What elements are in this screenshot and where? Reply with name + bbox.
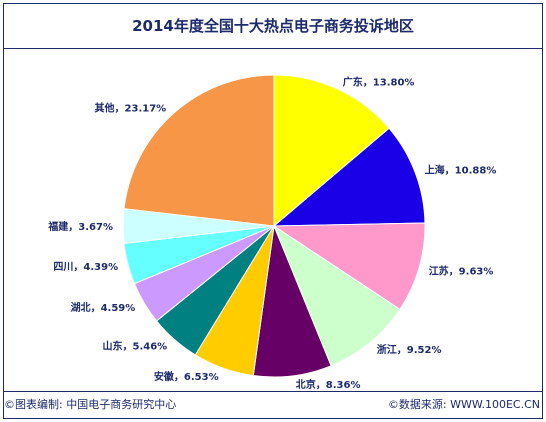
slice-label: 湖北，4.59% bbox=[71, 301, 136, 314]
slice-label: 江苏，9.63% bbox=[429, 264, 494, 277]
slice-label: 北京，8.36% bbox=[296, 378, 361, 391]
slice-labels: 广东，13.80% 上海，10.88% 江苏，9.63% 浙江，9.52% 北京，8.3… bbox=[47, 76, 496, 391]
footer-divider bbox=[4, 391, 542, 392]
data-source-credit: ©数据来源: WWW.100EC.CN bbox=[387, 398, 540, 411]
pie-slice bbox=[123, 74, 275, 227]
chart-frame: 2014年度全国十大热点电子商务投诉地区 广东，13.80% 上海，10.88% 江… bbox=[3, 3, 543, 419]
slice-label: 山东，5.46% bbox=[102, 340, 167, 353]
slice-label: 安徽，6.53% bbox=[154, 370, 219, 383]
slice-label: 福建，3.67% bbox=[47, 220, 113, 233]
slice-label: 其他，23.17% bbox=[95, 101, 167, 114]
pie-slice bbox=[273, 74, 390, 228]
pie-slices bbox=[122, 74, 426, 378]
slice-label: 上海，10.88% bbox=[425, 164, 497, 177]
chart-source-credit: ©图表编制: 中国电子商务研究中心 bbox=[4, 398, 177, 411]
pie-slice bbox=[272, 127, 426, 227]
slice-label: 浙江，9.52% bbox=[377, 343, 442, 356]
slice-label: 四川，4.39% bbox=[53, 261, 118, 273]
pie-slice bbox=[272, 224, 401, 367]
slice-label: 广东，13.80% bbox=[343, 76, 415, 89]
pie-chart: 广东，13.80% 上海，10.88% 江苏，9.63% 浙江，9.52% 北京，8.3… bbox=[47, 74, 496, 391]
pie-slice bbox=[272, 222, 426, 311]
chart-title: 2014年度全国十大热点电子商务投诉地区 bbox=[4, 4, 542, 49]
